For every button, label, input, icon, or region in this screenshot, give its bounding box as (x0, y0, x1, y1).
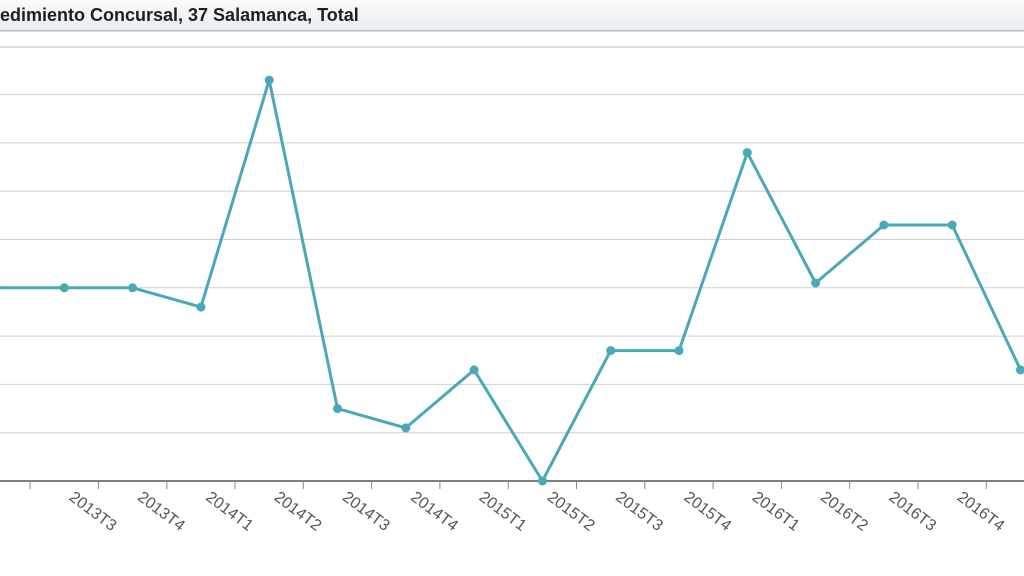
data-point[interactable] (333, 404, 342, 414)
x-tick-label: 2014T1 (202, 489, 256, 535)
data-point[interactable] (196, 302, 206, 312)
x-tick-label: 2015T2 (544, 489, 598, 535)
data-point[interactable] (401, 423, 411, 433)
data-point[interactable] (469, 365, 479, 375)
x-tick-labels: 2013T3 2013T4 2014T1 2014T2 2014T3 2014T4 2015… (66, 489, 1024, 535)
series-line (0, 78, 1024, 483)
x-axis (0, 480, 1024, 489)
data-point[interactable] (811, 278, 821, 288)
x-tick-label: 2014T3 (339, 489, 393, 535)
grid-lines (0, 94, 1024, 434)
data-point[interactable] (128, 283, 138, 293)
data-point[interactable] (947, 220, 957, 230)
x-tick-label: 2015T3 (612, 489, 666, 535)
x-tick-label: 2016T4 (954, 489, 1008, 535)
x-tick-label: 2015T4 (681, 489, 735, 535)
x-tick-label: 2013T3 (66, 489, 120, 535)
data-point[interactable] (59, 283, 69, 293)
x-tick-label: 2016T3 (885, 489, 939, 535)
data-point[interactable] (606, 346, 616, 356)
x-tick-label: 2016T1 (749, 489, 803, 535)
data-point[interactable] (1016, 365, 1024, 375)
series-line-group (0, 75, 1024, 486)
data-point[interactable] (674, 346, 684, 356)
chart-title-bar: edimiento Concursal, 37 Salamanca, Total (0, 0, 1024, 31)
x-tick-label: 2013T4 (134, 489, 188, 535)
title-divider (0, 31, 1024, 32)
data-point[interactable] (879, 220, 889, 230)
data-point[interactable] (0, 283, 1, 292)
data-point[interactable] (264, 75, 274, 85)
x-tick-label: 2014T2 (271, 489, 325, 535)
x-tick-label: 2016T2 (817, 489, 871, 535)
x-tick-label: 2014T4 (407, 489, 461, 535)
x-tick-label: 2015T1 (476, 489, 530, 535)
chart-title: edimiento Concursal, 37 Salamanca, Total (0, 5, 359, 25)
data-point[interactable] (537, 476, 547, 486)
data-point[interactable] (742, 148, 752, 158)
